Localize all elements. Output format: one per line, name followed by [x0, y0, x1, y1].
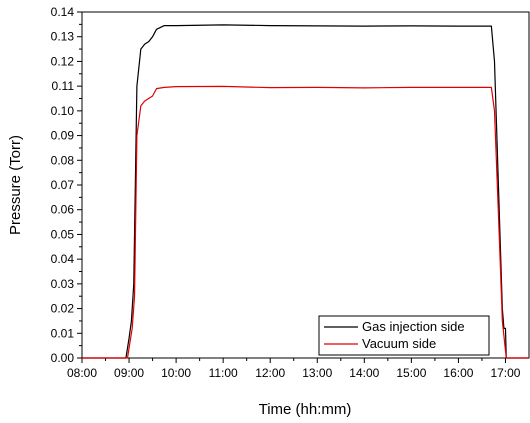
x-axis-ticks: 08:00 09:00 10:00 11:00 12:00 13:00 14:00 15:00… — [67, 358, 521, 380]
y-tick-label: 0.14 — [51, 5, 75, 19]
x-tick-label: 15:00 — [396, 366, 426, 380]
x-axis-title: Time (hh:mm) — [259, 401, 352, 418]
y-tick-label: 0.02 — [51, 302, 75, 316]
y-tick-label: 0.09 — [51, 129, 75, 143]
y-tick-label: 0.03 — [51, 277, 75, 291]
y-tick-label: 0.00 — [51, 351, 75, 365]
y-tick-label: 0.10 — [51, 104, 75, 118]
y-tick-label: 0.11 — [52, 79, 75, 93]
x-tick-label: 11:00 — [209, 366, 238, 380]
series-line-vacuum — [82, 85, 529, 359]
y-tick-label: 0.05 — [51, 227, 75, 241]
x-tick-label: 16:00 — [443, 366, 473, 380]
plot-area — [81, 11, 530, 359]
legend: Gas injection side Vacuum side — [318, 315, 490, 356]
series-lines — [82, 24, 529, 359]
y-tick-label: 0.13 — [51, 30, 75, 44]
x-tick-label: 10:00 — [161, 366, 191, 380]
x-tick-label: 09:00 — [114, 366, 144, 380]
legend-label-gas-injection: Gas injection side — [362, 319, 465, 334]
y-tick-label: 0.04 — [51, 252, 75, 266]
x-tick-label: 08:00 — [67, 366, 97, 380]
y-tick-label: 0.01 — [51, 326, 75, 340]
y-tick-label: 0.08 — [51, 153, 75, 167]
y-tick-label: 0.06 — [51, 203, 75, 217]
y-axis-ticks: 0.00 0.01 0.02 0.03 0.04 0.05 0.06 0.07 0.08 0.09… — [51, 5, 82, 365]
x-tick-label: 12:00 — [255, 366, 285, 380]
x-tick-label: 17:00 — [490, 366, 520, 380]
x-tick-label: 13:00 — [302, 366, 332, 380]
y-tick-label: 0.12 — [51, 54, 75, 68]
legend-label-vacuum: Vacuum side — [362, 336, 436, 351]
y-tick-label: 0.07 — [51, 178, 75, 192]
y-axis-title: Pressure (Torr) — [7, 135, 24, 235]
series-line-gas-injection — [82, 24, 529, 359]
legend-box — [318, 315, 490, 356]
x-tick-label: 14:00 — [349, 366, 379, 380]
